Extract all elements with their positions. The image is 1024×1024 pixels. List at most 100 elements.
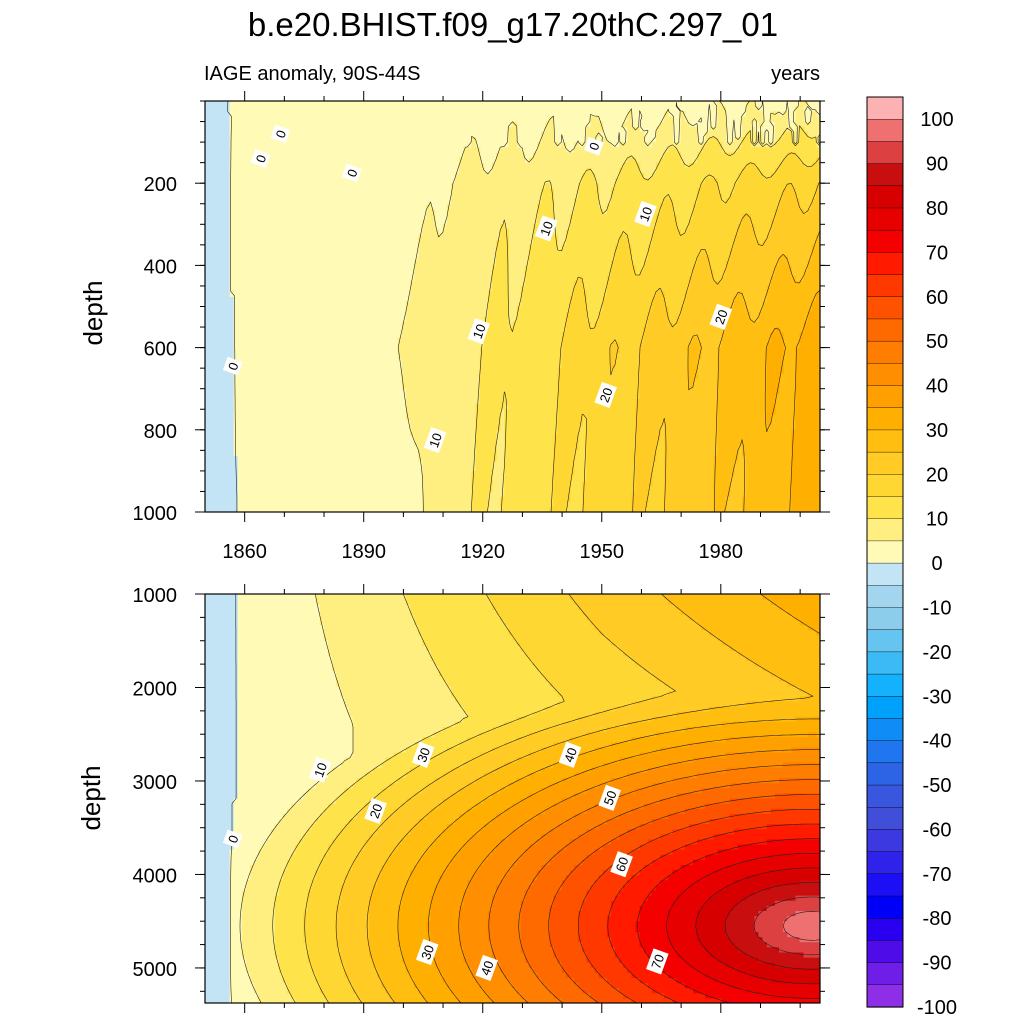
- contour-label: 20: [594, 381, 617, 408]
- contour-label-text: 0: [586, 140, 603, 152]
- contour-label-box: [583, 136, 604, 156]
- contour-label: 10: [634, 200, 657, 228]
- contour-fill-band: [668, 854, 820, 999]
- contour-line: [397, 101, 820, 512]
- colorbar-swatch: [866, 718, 904, 742]
- upper-y-axis-label: depth: [78, 280, 108, 345]
- contour-line: [304, 594, 565, 1003]
- contour-label-box: [411, 741, 435, 768]
- upper-contour-lines: [227, 101, 820, 512]
- colorbar-label: 60: [926, 287, 948, 309]
- contour-fill-band: [610, 183, 820, 512]
- colorbar-swatch: [866, 829, 904, 853]
- upper-contour-labels: 0 0 0 0 0 10 10 10 10 20 20: [222, 124, 733, 454]
- colorbar-label: -40: [923, 731, 952, 753]
- colorbar-swatch: [866, 185, 904, 209]
- contour-label-text: 10: [426, 431, 445, 450]
- colorbar-swatch: [866, 984, 904, 1008]
- contour-line: [782, 911, 820, 941]
- contour-label-text: 50: [601, 789, 620, 808]
- lower-contour-fills: [205, 594, 820, 1003]
- lower-plot-field: [205, 594, 820, 1003]
- colorbar-label: -30: [923, 686, 952, 708]
- contour-fill-band: [229, 101, 820, 512]
- x-tick-label: 1950: [580, 541, 625, 563]
- y-tick-label: 1000: [133, 503, 178, 525]
- contour-label-text: 10: [537, 219, 556, 238]
- contour-label: 0: [341, 163, 362, 183]
- contour-label-text: 20: [712, 308, 731, 327]
- colorbar-swatch: [866, 363, 904, 387]
- lower-contour-lines: [230, 594, 820, 1003]
- y-tick-label: 2000: [133, 678, 178, 700]
- contour-line: [230, 594, 237, 1003]
- contour-fill-band: [766, 291, 820, 512]
- colorbar-label: -70: [923, 864, 952, 886]
- y-tick-label: 400: [144, 256, 177, 278]
- x-tick-label: 1860: [222, 541, 267, 563]
- contour-label: 20: [709, 303, 733, 330]
- colorbar-swatch: [866, 318, 904, 342]
- colorbar-frame: [866, 96, 904, 1008]
- contour-label-text: 0: [344, 167, 361, 179]
- contour-label-text: 0: [273, 128, 290, 140]
- contour-label-box: [598, 784, 621, 811]
- contour-label-box: [222, 829, 243, 849]
- colorbar-swatch: [866, 962, 904, 986]
- contour-label-box: [222, 356, 243, 376]
- colorbar-label: -60: [923, 819, 952, 841]
- x-tick-label: 1920: [460, 541, 505, 563]
- contour-line: [724, 882, 820, 970]
- contour-line: [666, 853, 820, 999]
- colorbar-swatch: [866, 518, 904, 542]
- x-tick-label: 1980: [699, 541, 744, 563]
- contour-label-box: [534, 215, 558, 242]
- contour-label: 10: [467, 318, 491, 345]
- contour-label: 0: [222, 829, 243, 849]
- contour-label: 10: [423, 427, 447, 454]
- contour-fill-band: [725, 880, 820, 968]
- contour-label: 20: [364, 797, 387, 824]
- contour-line: [548, 794, 820, 1003]
- contour-fill-band: [369, 594, 820, 1003]
- contour-line: [695, 867, 820, 985]
- colorbar-label: -90: [923, 953, 952, 975]
- lower-contour-labels: 10 20 0 30 40 50 60 30 40 70: [222, 741, 669, 981]
- colorbar-swatch: [866, 696, 904, 720]
- colorbar-swatch: [866, 474, 904, 498]
- contour-line: [518, 779, 820, 1003]
- colorbar-label: 100: [920, 109, 953, 131]
- contour-label: 0: [250, 149, 271, 168]
- contour-line: [458, 749, 820, 1003]
- colorbar-swatch: [866, 407, 904, 431]
- lower-plot-frame: [204, 593, 821, 1004]
- colorbar-swatch: [866, 740, 904, 764]
- contour-line: [577, 809, 820, 1003]
- contour-line: [550, 152, 820, 512]
- colorbar-label: -20: [923, 642, 952, 664]
- colorbar-swatch: [866, 673, 904, 697]
- colorbar-swatch: [866, 141, 904, 165]
- colorbar-label: -50: [923, 775, 952, 797]
- contour-label-text: 10: [470, 322, 489, 341]
- colorbar-swatch: [866, 252, 904, 276]
- colorbar-swatch: [866, 207, 904, 231]
- colorbar-swatch: [866, 429, 904, 453]
- contour-fill-band: [578, 808, 820, 1003]
- contour-label: 0: [222, 356, 243, 376]
- y-tick-label: 3000: [133, 772, 178, 794]
- contour-label: 60: [610, 851, 633, 878]
- contour-label-text: 30: [414, 746, 433, 765]
- y-tick-label: 4000: [133, 865, 178, 887]
- contour-line: [335, 594, 676, 1003]
- colorbar-label: 80: [926, 198, 948, 220]
- contour-line: [366, 594, 814, 1003]
- subtitle-left: IAGE anomaly, 90S-44S: [204, 63, 420, 85]
- colorbar-swatch: [866, 540, 904, 564]
- contour-label: 0: [583, 136, 604, 156]
- contour-fill-band: [549, 152, 820, 512]
- colorbar-label: 90: [926, 154, 948, 176]
- colorbar-label: 30: [926, 420, 948, 442]
